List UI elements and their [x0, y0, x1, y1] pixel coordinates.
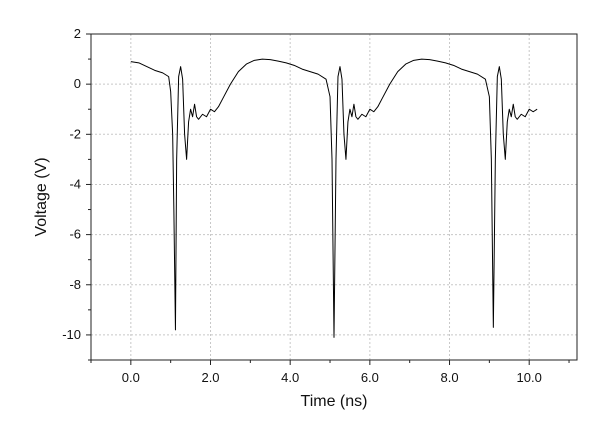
x-tick-label: 2.0 [201, 370, 219, 385]
y-tick-label: -10 [62, 327, 81, 342]
x-tick-label: 8.0 [440, 370, 458, 385]
y-tick-label: 0 [74, 76, 81, 91]
x-tick-label: 0.0 [122, 370, 140, 385]
series-line [130, 58, 538, 338]
x-tick-label: 4.0 [281, 370, 299, 385]
y-tick-label: 2 [74, 26, 81, 41]
y-axis-label: Voltage (V) [33, 157, 50, 236]
y-tick-label: -6 [69, 227, 81, 242]
y-tick-label: -2 [69, 126, 81, 141]
plot-area-frame [90, 33, 578, 361]
x-tick-label: 6.0 [361, 370, 379, 385]
y-tick-label: -4 [69, 176, 81, 191]
x-axis-label: Time (ns) [301, 393, 368, 410]
y-tick-label: -8 [69, 277, 81, 292]
axis-ticks: 0.0 2.0 4.0 6.0 8.0 10.0 2 0 -2 -4 -6 -8 -10 [62, 26, 570, 385]
series-layer [130, 58, 538, 338]
x-tick-label: 10.0 [517, 370, 542, 385]
